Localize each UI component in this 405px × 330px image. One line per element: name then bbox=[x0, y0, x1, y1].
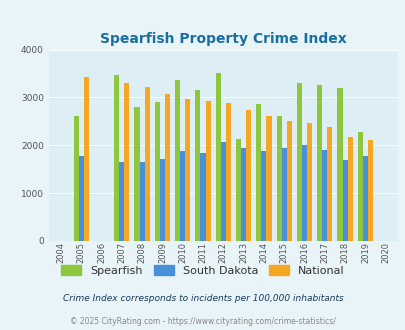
Bar bbox=[220, 142, 225, 241]
Bar bbox=[79, 156, 83, 241]
Bar bbox=[225, 103, 230, 241]
Bar bbox=[235, 140, 241, 241]
Bar bbox=[245, 110, 251, 241]
Title: Spearfish Property Crime Index: Spearfish Property Crime Index bbox=[100, 32, 346, 46]
Bar bbox=[215, 73, 220, 241]
Bar bbox=[301, 145, 306, 241]
Bar bbox=[286, 121, 291, 241]
Bar bbox=[119, 162, 124, 241]
Bar bbox=[144, 87, 149, 241]
Bar bbox=[322, 150, 326, 241]
Bar bbox=[266, 116, 271, 241]
Bar bbox=[139, 162, 144, 241]
Bar bbox=[185, 99, 190, 241]
Bar bbox=[357, 132, 362, 241]
Bar bbox=[124, 83, 129, 241]
Bar bbox=[154, 102, 160, 241]
Bar bbox=[180, 151, 185, 241]
Bar bbox=[256, 104, 261, 241]
Bar bbox=[276, 116, 281, 241]
Bar bbox=[175, 80, 180, 241]
Bar bbox=[241, 148, 245, 241]
Bar bbox=[296, 82, 301, 241]
Legend: Spearfish, South Dakota, National: Spearfish, South Dakota, National bbox=[61, 265, 344, 276]
Bar bbox=[114, 75, 119, 241]
Bar bbox=[205, 101, 210, 241]
Bar bbox=[73, 115, 79, 241]
Bar bbox=[362, 156, 367, 241]
Bar bbox=[261, 151, 266, 241]
Bar bbox=[195, 90, 200, 241]
Bar bbox=[316, 85, 322, 241]
Bar bbox=[347, 137, 352, 241]
Bar bbox=[326, 126, 332, 241]
Text: Crime Index corresponds to incidents per 100,000 inhabitants: Crime Index corresponds to incidents per… bbox=[62, 294, 343, 303]
Bar bbox=[367, 141, 372, 241]
Text: © 2025 CityRating.com - https://www.cityrating.com/crime-statistics/: © 2025 CityRating.com - https://www.city… bbox=[70, 317, 335, 326]
Bar bbox=[306, 123, 311, 241]
Bar bbox=[164, 94, 170, 241]
Bar bbox=[337, 88, 342, 241]
Bar bbox=[83, 77, 89, 241]
Bar bbox=[160, 159, 164, 241]
Bar bbox=[281, 148, 286, 241]
Bar bbox=[342, 160, 347, 241]
Bar bbox=[200, 153, 205, 241]
Bar bbox=[134, 107, 139, 241]
